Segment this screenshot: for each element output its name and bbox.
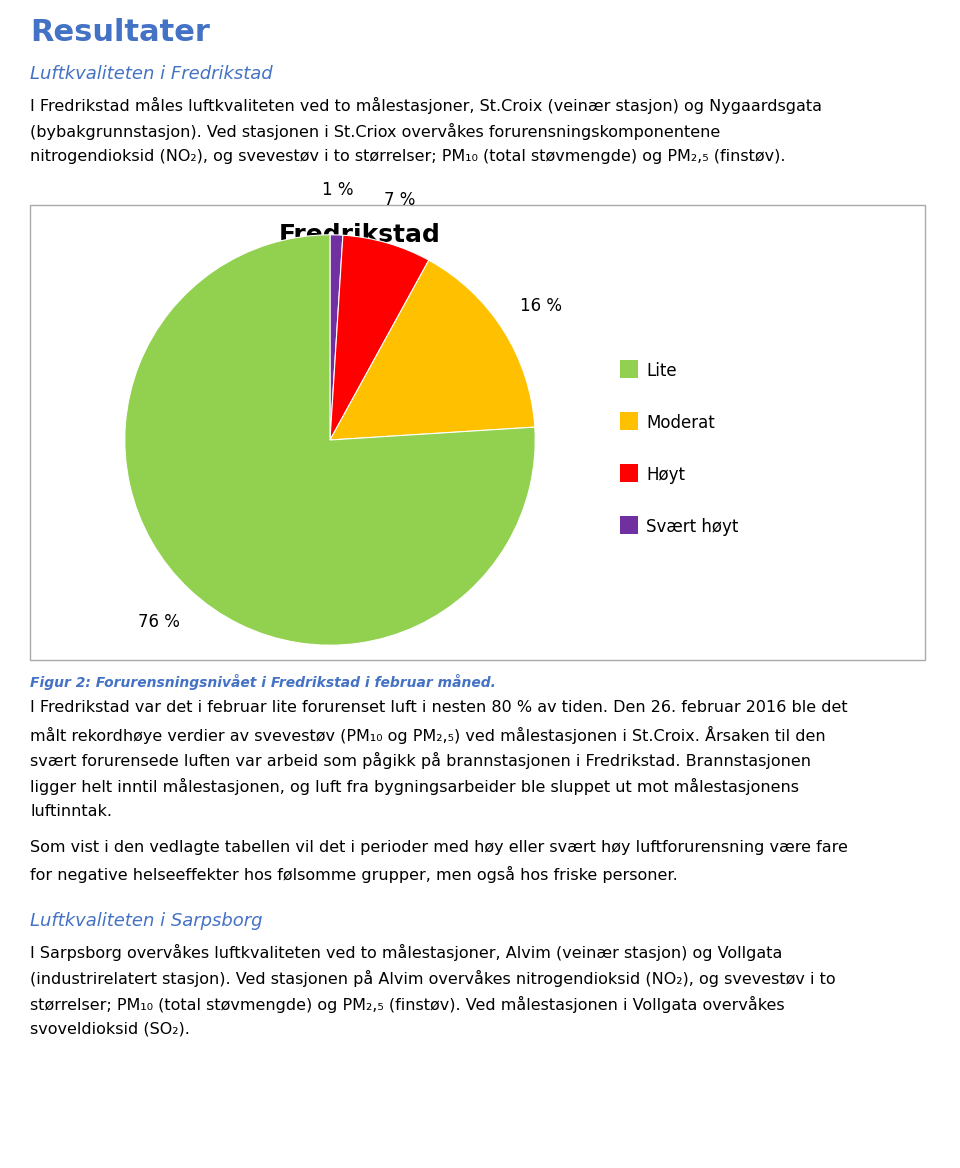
- Text: svoveldioksid (SO₂).: svoveldioksid (SO₂).: [30, 1022, 190, 1037]
- FancyBboxPatch shape: [620, 412, 638, 430]
- Text: Lite: Lite: [646, 362, 677, 380]
- Text: 16 %: 16 %: [520, 297, 563, 315]
- Text: for negative helseeffekter hos følsomme grupper, men også hos friske personer.: for negative helseeffekter hos følsomme …: [30, 865, 678, 883]
- Text: Luftkvaliteten i Sarpsborg: Luftkvaliteten i Sarpsborg: [30, 912, 262, 930]
- FancyBboxPatch shape: [620, 464, 638, 482]
- Text: Fredrikstad: Fredrikstad: [279, 223, 441, 246]
- Text: størrelser; PM₁₀ (total støvmengde) og PM₂,₅ (finstøv). Ved målestasjonen i Voll: størrelser; PM₁₀ (total støvmengde) og P…: [30, 996, 784, 1013]
- Wedge shape: [330, 260, 535, 440]
- Text: 7 %: 7 %: [384, 190, 416, 209]
- Wedge shape: [330, 235, 343, 440]
- Wedge shape: [330, 235, 429, 440]
- Text: I Fredrikstad måles luftkvaliteten ved to målestasjoner, St.Croix (veinær stasjo: I Fredrikstad måles luftkvaliteten ved t…: [30, 97, 822, 114]
- FancyBboxPatch shape: [30, 206, 925, 660]
- FancyBboxPatch shape: [620, 360, 638, 378]
- Text: luftinntak.: luftinntak.: [30, 804, 112, 819]
- Text: Som vist i den vedlagte tabellen vil det i perioder med høy eller svært høy luft: Som vist i den vedlagte tabellen vil det…: [30, 840, 848, 855]
- Text: ligger helt inntil målestasjonen, og luft fra bygningsarbeider ble sluppet ut mo: ligger helt inntil målestasjonen, og luf…: [30, 778, 799, 795]
- Text: målt rekordhøye verdier av svevestøv (PM₁₀ og PM₂,₅) ved målestasjonen i St.Croi: målt rekordhøye verdier av svevestøv (PM…: [30, 726, 826, 744]
- Text: I Sarpsborg overvåkes luftkvaliteten ved to målestasjoner, Alvim (veinær stasjon: I Sarpsborg overvåkes luftkvaliteten ved…: [30, 944, 782, 961]
- Wedge shape: [125, 235, 535, 645]
- Text: Luftkvaliteten i Fredrikstad: Luftkvaliteten i Fredrikstad: [30, 65, 273, 83]
- Text: (industrirelatert stasjon). Ved stasjonen på Alvim overvåkes nitrogendioksid (NO: (industrirelatert stasjon). Ved stasjone…: [30, 969, 835, 987]
- Text: 76 %: 76 %: [137, 613, 180, 632]
- Text: Moderat: Moderat: [646, 413, 715, 432]
- Text: Resultater: Resultater: [30, 18, 210, 47]
- Text: Høyt: Høyt: [646, 466, 685, 484]
- Text: nitrogendioksid (NO₂), og svevestøv i to størrelser; PM₁₀ (total støvmengde) og : nitrogendioksid (NO₂), og svevestøv i to…: [30, 150, 785, 164]
- Text: svært forurensede luften var arbeid som pågikk på brannstasjonen i Fredrikstad. : svært forurensede luften var arbeid som …: [30, 752, 811, 769]
- FancyBboxPatch shape: [620, 516, 638, 534]
- Text: 1 %: 1 %: [323, 181, 353, 199]
- Text: (bybakgrunnstasjon). Ved stasjonen i St.Criox overvåkes forurensningskomponenten: (bybakgrunnstasjon). Ved stasjonen i St.…: [30, 123, 720, 140]
- Text: Svært høyt: Svært høyt: [646, 517, 738, 536]
- Text: Figur 2: Forurensningsnivået i Fredrikstad i februar måned.: Figur 2: Forurensningsnivået i Fredrikst…: [30, 674, 496, 690]
- Text: I Fredrikstad var det i februar lite forurenset luft i nesten 80 % av tiden. Den: I Fredrikstad var det i februar lite for…: [30, 700, 848, 715]
